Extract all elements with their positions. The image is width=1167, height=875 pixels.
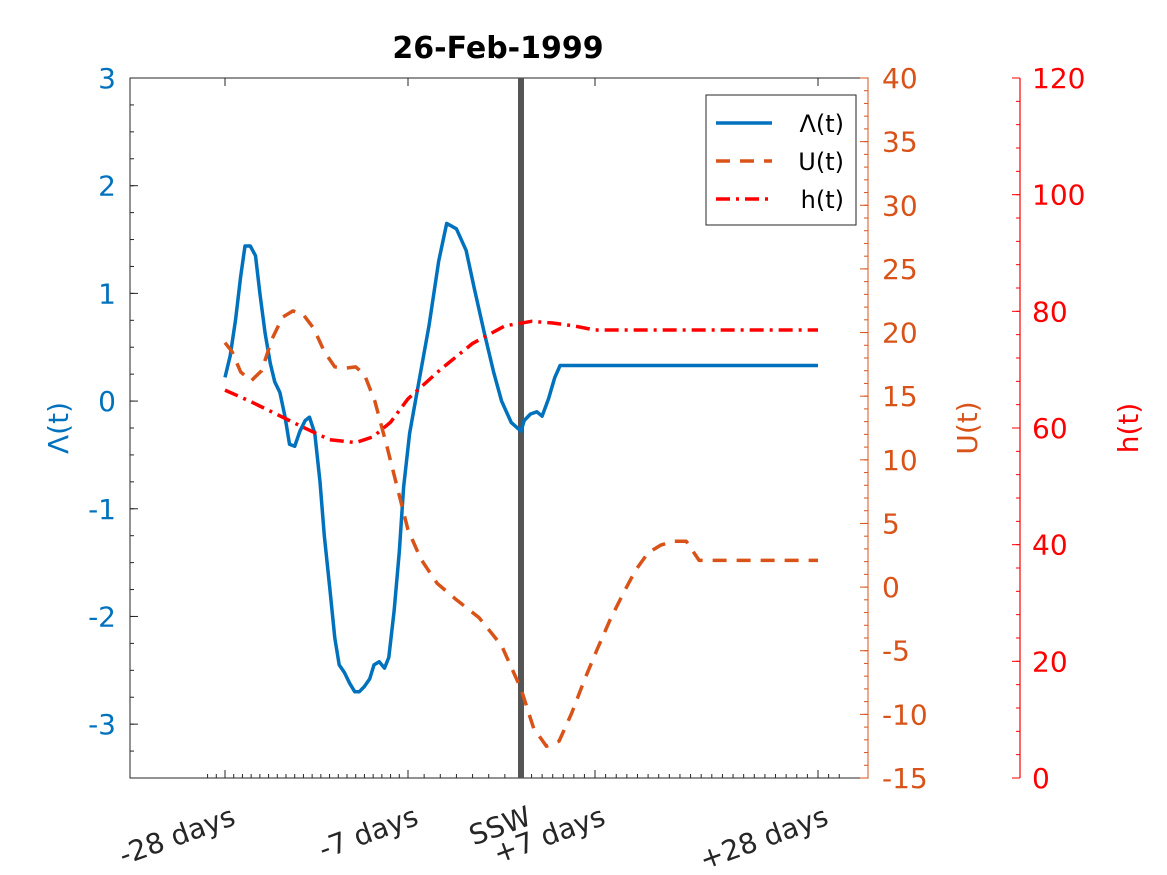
right-axis-u-tick-label: -10 — [882, 698, 928, 731]
right-axis-h-tick-label: 0 — [1032, 762, 1050, 795]
left-axis-tick-label: 3 — [98, 62, 116, 95]
right-axis-u-tick-label: 40 — [882, 62, 918, 95]
right-axis-u-tick-label: 0 — [882, 571, 900, 604]
right-axis-u-tick-label: 10 — [882, 444, 918, 477]
legend-entry-label: h(t) — [801, 186, 844, 214]
legend-entry-label: Λ(t) — [799, 110, 844, 138]
left-axis-label: Λ(t) — [42, 402, 75, 454]
chart-title: 26-Feb-1999 — [392, 31, 603, 66]
series-line-right2 — [224, 319, 818, 445]
left-axis-tick-label: 2 — [98, 170, 116, 203]
right-axis-u-tick-label: 5 — [882, 507, 900, 540]
right-axis-u-label: U(t) — [951, 401, 984, 454]
left-axis-tick-label: 0 — [98, 385, 116, 418]
series-line-left — [223, 221, 818, 694]
right-axis-h-tick-label: 60 — [1032, 412, 1068, 445]
right-axis-h-tick-label: 120 — [1032, 62, 1085, 95]
right-axis-h-tick-label: 40 — [1032, 529, 1068, 562]
right-axis-h-tick-label: 80 — [1032, 295, 1068, 328]
right-axis-u-tick-label: 35 — [882, 126, 918, 159]
legend-box — [705, 94, 857, 226]
legend-entry-label: U(t) — [798, 148, 844, 176]
right-axis-h-tick-label: 20 — [1032, 645, 1068, 678]
right-axis-u-tick-label: 25 — [882, 253, 918, 286]
right-axis-u-tick-label: -15 — [882, 762, 928, 795]
left-axis-tick-label: -3 — [88, 708, 116, 741]
right-axis-u-tick-label: 15 — [882, 380, 918, 413]
right-axis-u-tick-label: 20 — [882, 317, 918, 350]
right-axis-h-tick-label: 100 — [1032, 179, 1085, 212]
series-line-right1 — [223, 309, 818, 748]
left-axis-tick-label: -2 — [88, 600, 116, 633]
right-axis-u-tick-label: 30 — [882, 189, 918, 222]
right-axis-h-label: h(t) — [1112, 403, 1145, 454]
right-axis-u-tick-label: -5 — [882, 635, 910, 668]
left-axis-tick-label: -1 — [88, 493, 116, 526]
left-axis-tick-label: 1 — [98, 277, 116, 310]
